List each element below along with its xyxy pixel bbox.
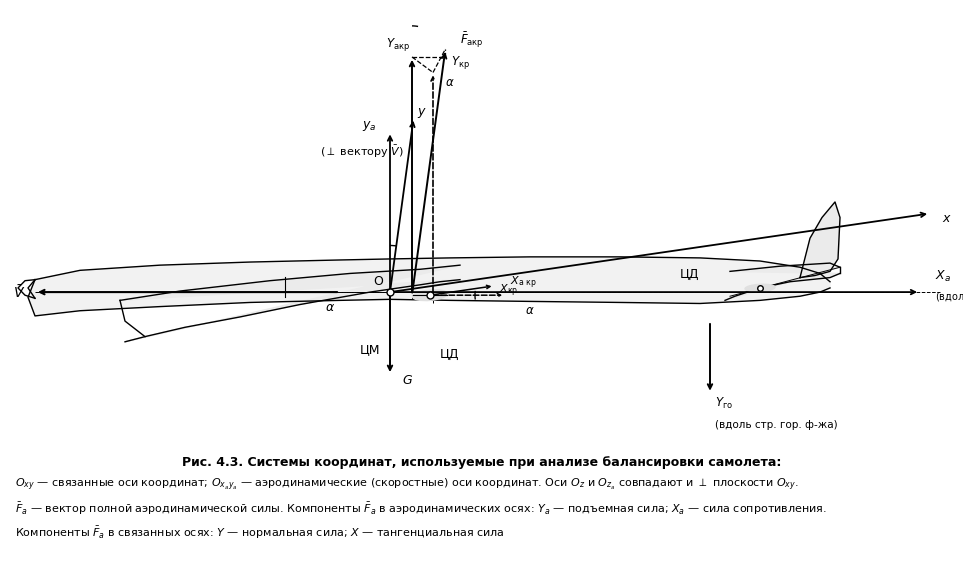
Text: $\alpha$: $\alpha$ [445,77,455,89]
Polygon shape [28,257,830,316]
Text: $\bar{V}$: $\bar{V}$ [13,284,25,300]
Text: $O_{xy}$ — связанные оси координат; $O_{x_a y_a}$ — аэродинамические (скоростные: $O_{xy}$ — связанные оси координат; $O_{… [15,476,799,493]
Text: $Y_{\text{акр}}$: $Y_{\text{акр}}$ [386,36,410,53]
Text: $\alpha$: $\alpha$ [525,304,534,317]
Text: Компоненты $\bar{F}_a$ в связанных осях: $Y$ — нормальная сила; $X$ — тангенциал: Компоненты $\bar{F}_a$ в связанных осях:… [15,525,505,541]
Text: $X_{\text{а кр}}$: $X_{\text{а кр}}$ [510,275,536,291]
Text: $\bar{F}_{\text{акр}}$: $\bar{F}_{\text{акр}}$ [460,31,484,50]
Text: (вдоль стр. гор. ф-жа): (вдоль стр. гор. ф-жа) [715,420,838,429]
Text: $\alpha$: $\alpha$ [325,301,335,314]
Text: Рис. 4.3. Системы координат, используемые при анализе балансировки самолета:: Рис. 4.3. Системы координат, используемы… [182,456,781,469]
Text: (вдоль вектора $\bar{V}$): (вдоль вектора $\bar{V}$) [935,289,963,305]
Text: $Y_{\text{го}}$: $Y_{\text{го}}$ [715,396,733,412]
Text: $X_{\text{кр}}$: $X_{\text{кр}}$ [500,283,519,299]
Polygon shape [120,265,460,342]
Ellipse shape [412,290,448,300]
Text: $Y_{\text{кр}}$: $Y_{\text{кр}}$ [451,54,470,71]
Ellipse shape [745,284,775,292]
Text: $y_a$: $y_a$ [361,119,376,134]
Text: O: O [373,275,383,288]
Polygon shape [800,202,840,278]
Text: ($\perp$ вектору $\bar{V}$): ($\perp$ вектору $\bar{V}$) [320,144,403,160]
Text: $x$: $x$ [942,212,951,225]
Text: ЦМ: ЦМ [360,343,380,356]
Text: $G$: $G$ [402,373,413,387]
Text: ЦД: ЦД [440,348,459,361]
Text: ЦД: ЦД [680,268,699,281]
Text: $\bar{F}_a$ — вектор полной аэродинамической силы. Компоненты $\bar{F}_a$ в аэро: $\bar{F}_a$ — вектор полной аэродинамиче… [15,501,827,517]
Text: $y$: $y$ [417,106,427,119]
Polygon shape [725,263,840,300]
Text: $X_a$: $X_a$ [935,269,950,284]
